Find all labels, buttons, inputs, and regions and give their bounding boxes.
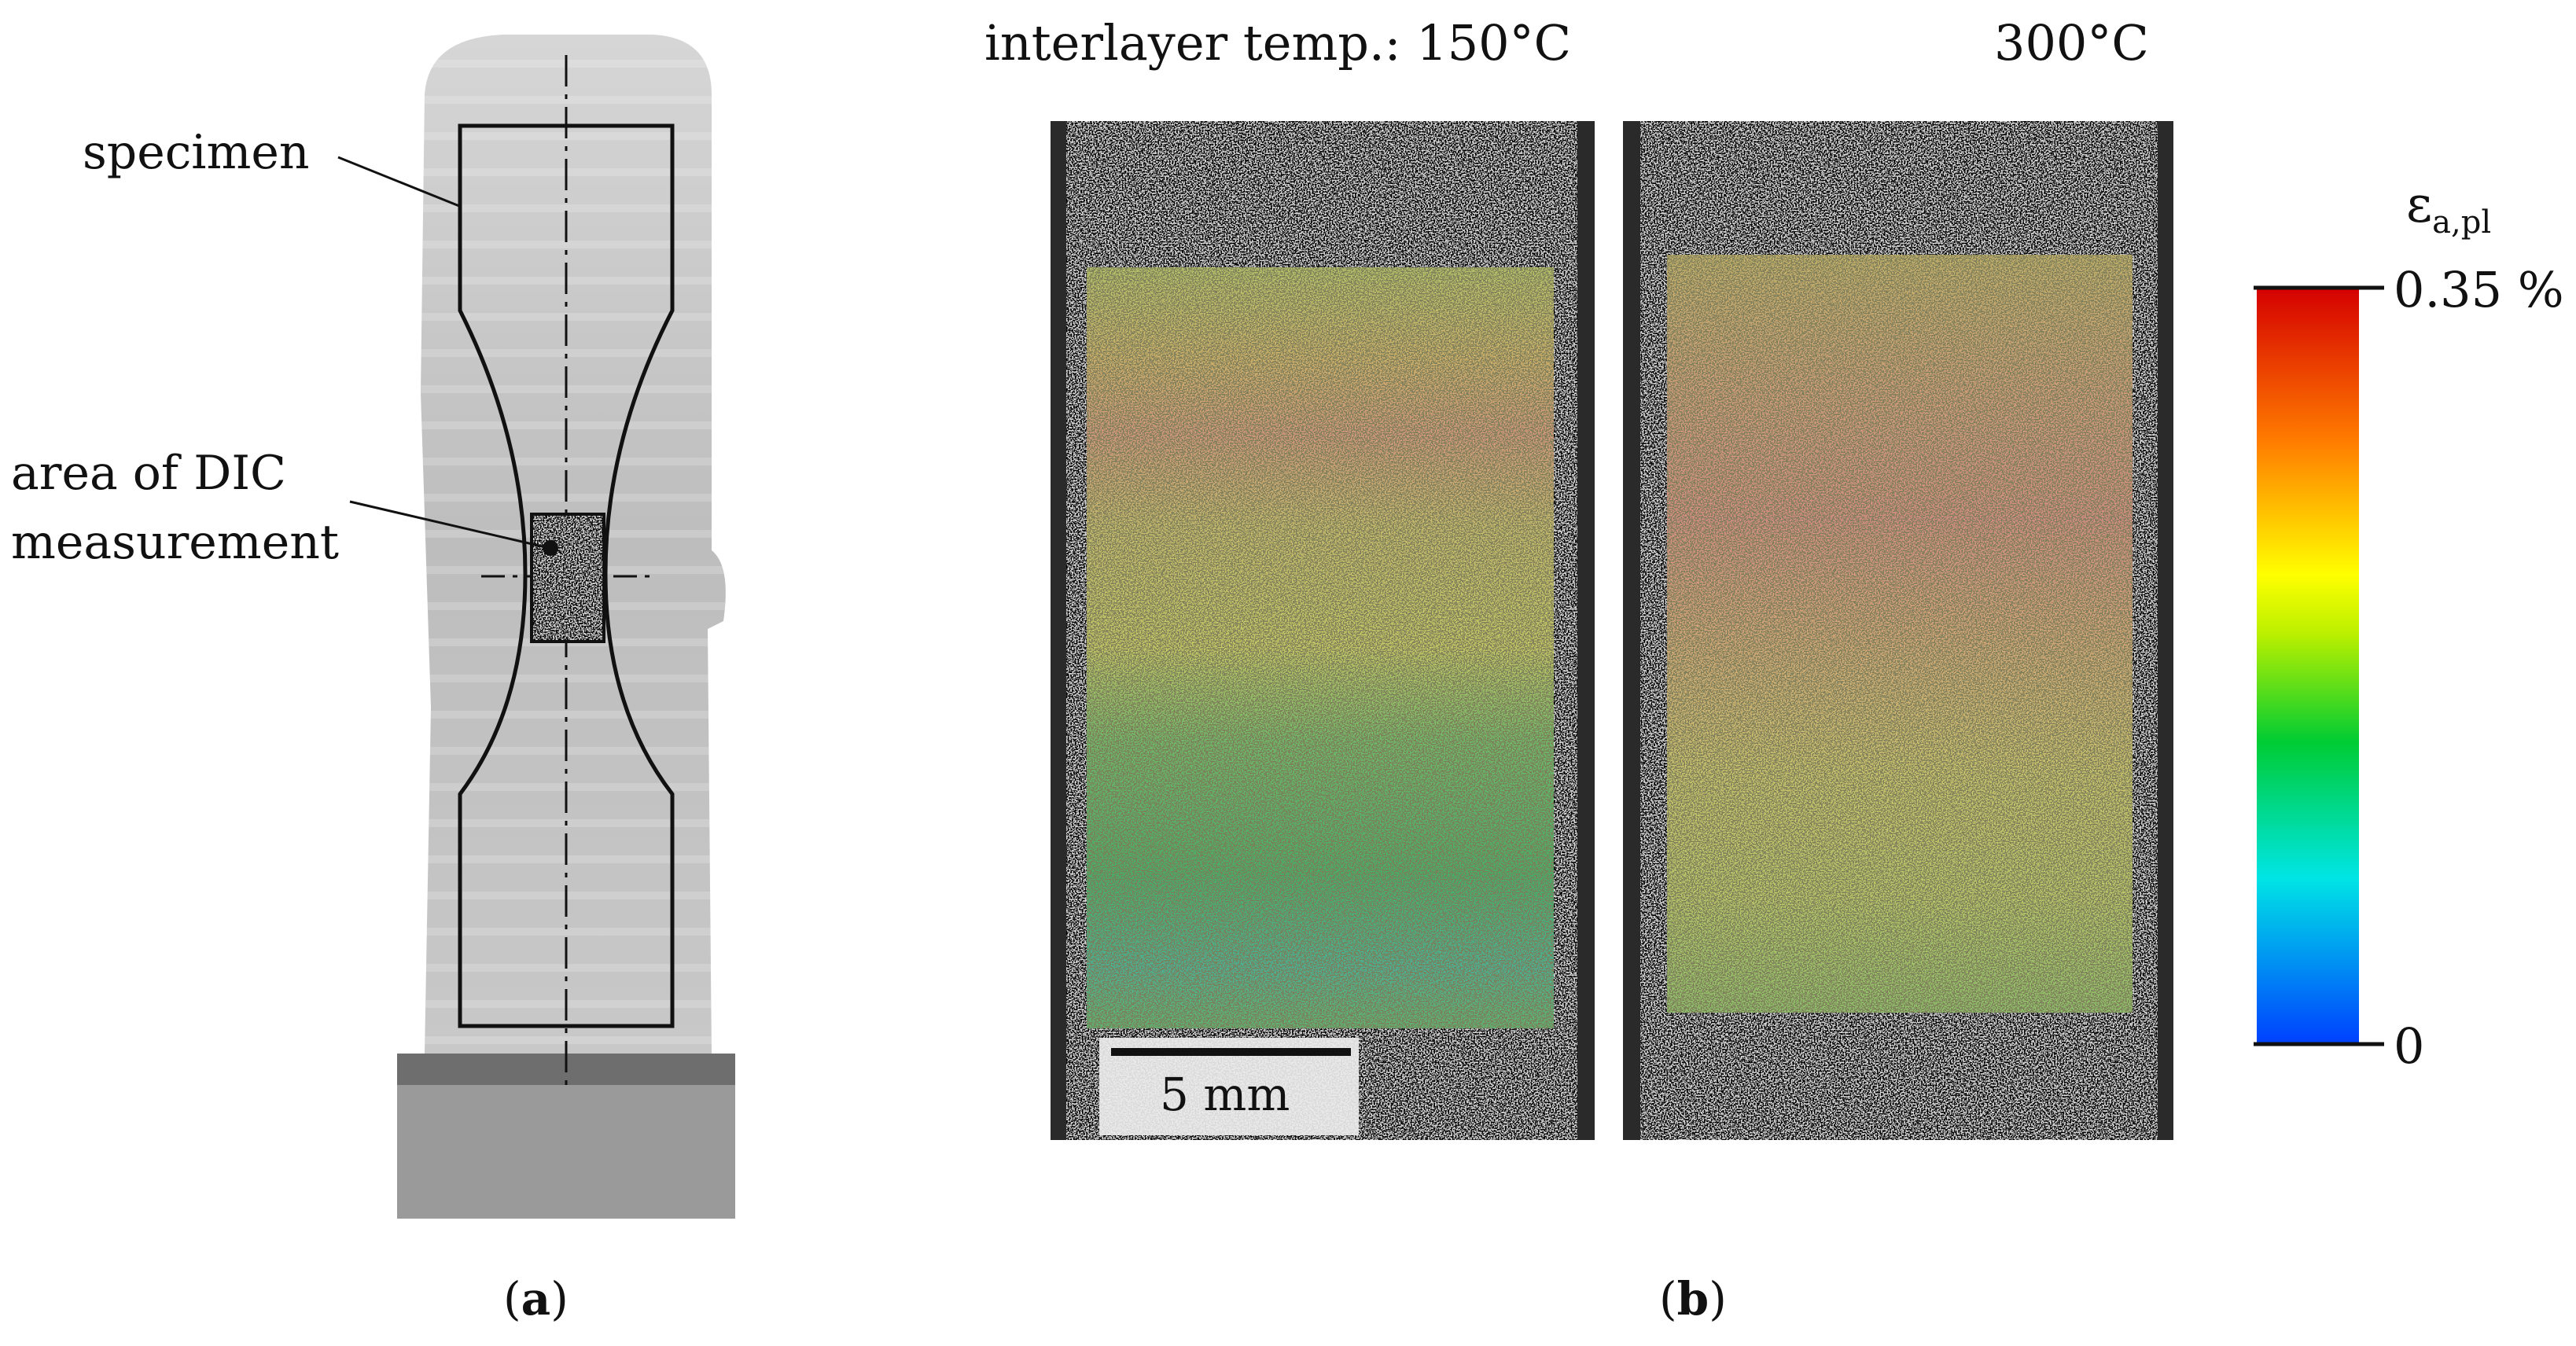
dic-image-150: 5 mm [1051,121,1595,1140]
dic-image-300 [1623,121,2173,1140]
dic-area-box [532,514,604,642]
specimen-outline [458,123,675,1028]
colorbar-max-label: 0.35 % [2394,261,2564,318]
colorbar-gradient [2257,288,2359,1044]
panel-b: interlayer temp.: 150°C 300°C 5 mm [984,14,2564,1326]
title-interlayer-150: interlayer temp.: 150°C [984,14,1571,72]
label-dic-area-line2: measurement [11,515,339,570]
caption-a: (a) [503,1272,569,1326]
caption-b: (b) [1659,1272,1727,1326]
scale-bar-label: 5 mm [1160,1068,1290,1121]
dic-marker-dot [543,540,558,556]
colorbar-symbol: εa,pl [2406,176,2491,241]
dic-leader-line [349,500,546,549]
label-dic-area-line1: area of DIC [11,446,286,501]
colorbar-min-label: 0 [2394,1017,2424,1075]
specimen-leader-line [337,156,460,208]
panel-a: specimen area of DIC measurement (a) [11,35,735,1326]
label-specimen: specimen [83,125,310,180]
colorbar: εa,pl 0.35 % 0 [2254,176,2564,1075]
title-interlayer-300: 300°C [1994,14,2149,72]
